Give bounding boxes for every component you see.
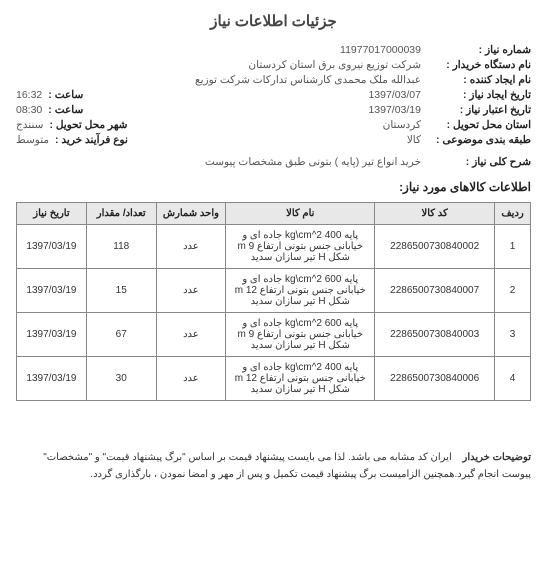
cell-name: پایه 600 kg\cm^2 جاده ای و خیابانی جنس ب… (226, 313, 375, 357)
buyer-notes: توضیحات خریدار ایران کد مشابه می باشد. ل… (16, 449, 531, 483)
label-delivery-city: شهر محل تحویل : (49, 119, 127, 131)
value-valid-time: 08:30 (16, 104, 42, 116)
table-row: 32286500730840003پایه 600 kg\cm^2 جاده ا… (17, 313, 531, 357)
value-delivery-province: کردستان (157, 119, 421, 131)
label-need-number: شماره نیاز : (421, 44, 531, 56)
cell-code: 2286500730840003 (375, 313, 495, 357)
label-valid-time: ساعت : (48, 104, 83, 116)
cell-date: 1397/03/19 (17, 357, 87, 401)
label-valid-date: تاریخ اعتبار نیاز : (421, 104, 531, 116)
table-row: 42286500730840006پایه 400 kg\cm^2 جاده ا… (17, 357, 531, 401)
info-block: شماره نیاز : 11977017000039 نام دستگاه خ… (16, 44, 531, 168)
label-summary: شرح کلی نیاز : (421, 156, 531, 168)
label-subject-class: طبقه بندی موضوعی : (421, 134, 531, 146)
cell-name: پایه 400 kg\cm^2 جاده ای و خیابانی جنس ب… (226, 357, 375, 401)
value-buyer-org: شرکت توزیع نیروی برق استان کردستان (16, 59, 421, 71)
table-row: 12286500730840002پایه 400 kg\cm^2 جاده ا… (17, 225, 531, 269)
cell-idx: 1 (495, 225, 531, 269)
row-need-number: شماره نیاز : 11977017000039 (16, 44, 531, 56)
items-table: ردیف کد کالا نام کالا واحد شمارش تعداد/ … (16, 202, 531, 401)
th-date: تاریخ نیاز (17, 203, 87, 225)
value-create-date: 1397/03/07 (113, 89, 421, 101)
cell-unit: عدد (156, 269, 226, 313)
row-summary: شرح کلی نیاز : خرید انواع تیر (پایه ) بت… (16, 156, 531, 168)
table-header-row: ردیف کد کالا نام کالا واحد شمارش تعداد/ … (17, 203, 531, 225)
th-name: نام کالا (226, 203, 375, 225)
value-subject-class: کالا (158, 134, 421, 146)
buyer-notes-text: ایران کد مشابه می باشد. لذا می بایست پیش… (43, 452, 531, 480)
th-unit: واحد شمارش (156, 203, 226, 225)
cell-unit: عدد (156, 313, 226, 357)
row-valid-date: تاریخ اعتبار نیاز : 1397/03/19 ساعت : 08… (16, 104, 531, 116)
th-qty: تعداد/ مقدار (86, 203, 156, 225)
cell-idx: 4 (495, 357, 531, 401)
value-valid-date: 1397/03/19 (113, 104, 421, 116)
label-buyer-org: نام دستگاه خریدار : (421, 59, 531, 71)
cell-code: 2286500730840002 (375, 225, 495, 269)
row-creator: نام ایجاد کننده : عبدالله ملک محمدی کارش… (16, 74, 531, 86)
row-subject-class: طبقه بندی موضوعی : کالا نوع فرآیند خرید … (16, 134, 531, 146)
cell-date: 1397/03/19 (17, 313, 87, 357)
label-delivery-province: استان محل تحویل : (421, 119, 531, 131)
cell-idx: 2 (495, 269, 531, 313)
cell-qty: 67 (86, 313, 156, 357)
cell-qty: 30 (86, 357, 156, 401)
cell-name: پایه 400 kg\cm^2 جاده ای و خیابانی جنس ب… (226, 225, 375, 269)
cell-date: 1397/03/19 (17, 225, 87, 269)
label-create-time: ساعت : (48, 89, 83, 101)
items-section-header: اطلاعات کالاهای مورد نیاز: (16, 180, 531, 194)
cell-code: 2286500730840007 (375, 269, 495, 313)
cell-idx: 3 (495, 313, 531, 357)
table-row: 22286500730840007پایه 600 kg\cm^2 جاده ا… (17, 269, 531, 313)
value-summary: خرید انواع تیر (پایه ) بتونی طبق مشخصات … (16, 156, 421, 168)
row-buyer-org: نام دستگاه خریدار : شرکت توزیع نیروی برق… (16, 59, 531, 71)
label-create-date: تاریخ ایجاد نیاز : (421, 89, 531, 101)
buyer-notes-label: توضیحات خریدار (463, 452, 532, 463)
cell-qty: 15 (86, 269, 156, 313)
label-purchase-type: نوع فرآیند خرید : (55, 134, 128, 146)
row-create-date: تاریخ ایجاد نیاز : 1397/03/07 ساعت : 16:… (16, 89, 531, 101)
cell-name: پایه 600 kg\cm^2 جاده ای و خیابانی جنس ب… (226, 269, 375, 313)
cell-date: 1397/03/19 (17, 269, 87, 313)
value-delivery-city: سنندج (16, 119, 43, 131)
label-creator: نام ایجاد کننده : (421, 74, 531, 86)
page-title: جزئیات اطلاعات نیاز (16, 12, 531, 30)
cell-qty: 118 (86, 225, 156, 269)
cell-unit: عدد (156, 357, 226, 401)
cell-unit: عدد (156, 225, 226, 269)
value-purchase-type: متوسط (16, 134, 49, 146)
value-creator: عبدالله ملک محمدی کارشناس تدارکات شرکت ت… (16, 74, 421, 86)
th-idx: ردیف (495, 203, 531, 225)
th-code: کد کالا (375, 203, 495, 225)
value-need-number: 11977017000039 (16, 44, 421, 56)
value-create-time: 16:32 (16, 89, 42, 101)
cell-code: 2286500730840006 (375, 357, 495, 401)
row-delivery-province: استان محل تحویل : کردستان شهر محل تحویل … (16, 119, 531, 131)
